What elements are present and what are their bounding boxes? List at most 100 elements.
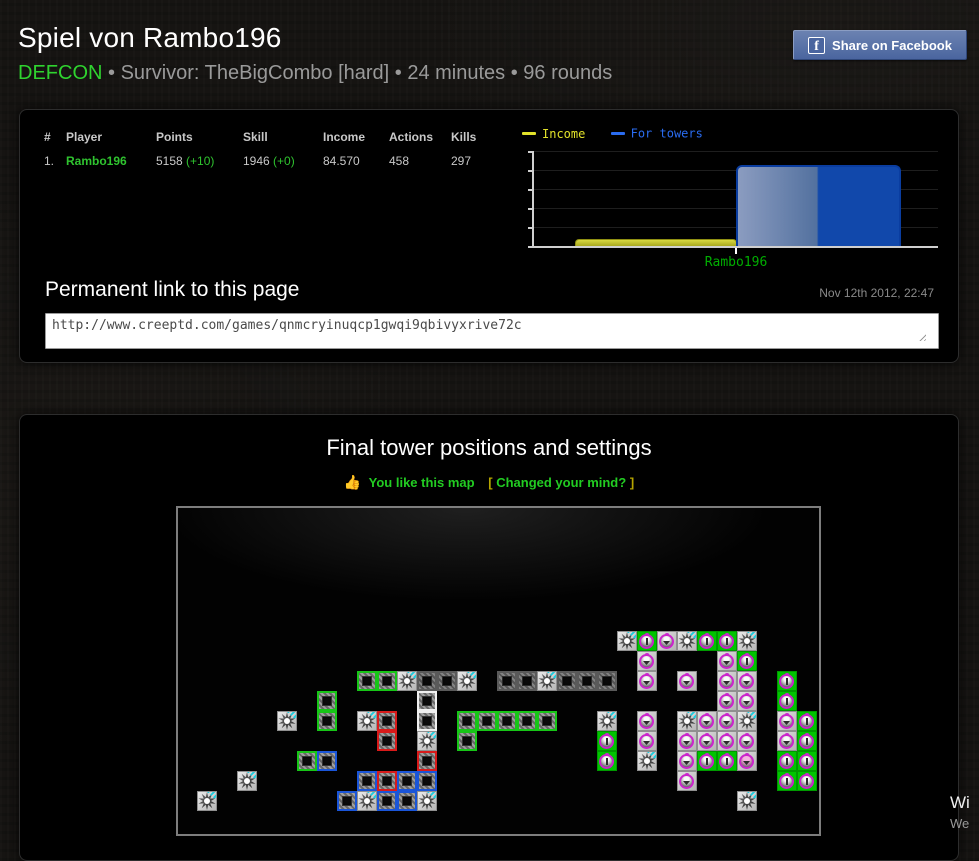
- creep-tower-magenta-green: [777, 691, 797, 711]
- square-tower-red: [377, 711, 397, 731]
- creep-tower-magenta-silver: [657, 631, 677, 651]
- col-rank: #: [44, 130, 51, 144]
- creep-tower-magenta-silver: [637, 731, 657, 751]
- square-tower-green: [317, 691, 337, 711]
- square-tower-gray: [557, 671, 577, 691]
- square-tower-green: [457, 711, 477, 731]
- chart-category-label: Rambo196: [704, 255, 768, 270]
- square-tower-gray: [517, 671, 537, 691]
- share-facebook-button[interactable]: f Share on Facebook: [793, 30, 967, 60]
- col-points: Points: [156, 130, 193, 144]
- creep-tower-magenta-silver: [677, 731, 697, 751]
- creep-tower-magenta-green: [597, 751, 617, 771]
- creep-tower-magenta-pink: [737, 751, 757, 771]
- for-towers-bar: [736, 165, 901, 246]
- creep-tower-magenta-silver: [637, 651, 657, 671]
- skill-value: 1946 (+0): [243, 154, 295, 168]
- square-tower-gray: [577, 671, 597, 691]
- creep-tower-magenta-silver: [717, 651, 737, 671]
- square-tower-green: [537, 711, 557, 731]
- creep-tower-magenta-green: [697, 751, 717, 771]
- square-tower-green: [457, 731, 477, 751]
- splash-tower: [417, 791, 437, 811]
- corner-overlay: Wi We: [950, 793, 979, 831]
- creep-tower-magenta-silver: [677, 771, 697, 791]
- permalink-heading: Permanent link to this page: [45, 278, 300, 301]
- actions-value: 458: [389, 154, 410, 168]
- creep-tower-magenta-silver: [737, 731, 757, 751]
- splash-tower: [537, 671, 557, 691]
- overlay-line2: We: [950, 816, 970, 831]
- map-panel: Final tower positions and settings 👍 You…: [19, 414, 959, 861]
- game-mode-label: DEFCON: [18, 62, 103, 84]
- square-tower-blue: [337, 791, 357, 811]
- chart-plot-area: Rambo196: [528, 151, 938, 270]
- facebook-icon: f: [808, 36, 826, 54]
- square-tower-red: [377, 771, 397, 791]
- splash-tower: [357, 791, 377, 811]
- square-tower-green: [317, 711, 337, 731]
- creep-tower-magenta-silver: [717, 671, 737, 691]
- x-axis-tick: [735, 248, 737, 254]
- col-income: Income: [323, 130, 366, 144]
- map-section-title: Final tower positions and settings: [326, 435, 652, 460]
- income-legend-label: Income: [542, 126, 586, 141]
- map-like-row: 👍 You like this map [ Changed your mind?…: [20, 474, 958, 491]
- share-facebook-label: Share on Facebook: [832, 37, 952, 53]
- square-tower-green: [497, 711, 517, 731]
- creep-tower-magenta-silver: [717, 731, 737, 751]
- creep-tower-magenta-green: [717, 751, 737, 771]
- creep-tower-magenta-silver: [777, 711, 797, 731]
- splash-tower: [737, 631, 757, 651]
- square-tower-blue: [397, 771, 417, 791]
- creep-tower-magenta-green: [797, 771, 817, 791]
- income-legend-swatch: [522, 132, 536, 135]
- thumbs-up-icon: 👍: [343, 474, 362, 490]
- creep-tower-magenta-silver: [677, 671, 697, 691]
- square-tower-gray: [497, 671, 517, 691]
- creep-tower-magenta-silver: [697, 731, 717, 751]
- splash-tower: [617, 631, 637, 651]
- splash-tower: [417, 731, 437, 751]
- creep-tower-magenta-green: [637, 631, 657, 651]
- creep-tower-magenta-silver: [677, 751, 697, 771]
- square-tower-red: [377, 731, 397, 751]
- rank-value: 1.: [44, 154, 55, 168]
- creep-tower-magenta-silver: [717, 691, 737, 711]
- income-value: 84.570: [323, 154, 360, 168]
- like-status-text: You like this map: [368, 475, 475, 490]
- square-tower-blue: [417, 771, 437, 791]
- splash-tower: [637, 751, 657, 771]
- col-player: Player: [66, 130, 103, 144]
- square-tower-blue: [377, 791, 397, 811]
- game-subtitle-rest: • Survivor: TheBigCombo [hard] • 24 minu…: [108, 62, 613, 84]
- square-tower-red: [417, 751, 437, 771]
- square-tower-blue: [317, 751, 337, 771]
- square-tower-green: [357, 671, 377, 691]
- square-tower-white: [417, 691, 437, 711]
- square-tower-green: [297, 751, 317, 771]
- creep-tower-magenta-silver: [637, 711, 657, 731]
- income-chart: Income For towers Rambo196: [510, 118, 950, 270]
- square-tower-gray: [597, 671, 617, 691]
- changed-mind-link[interactable]: [ Changed your mind? ]: [488, 475, 635, 490]
- square-tower-green: [377, 671, 397, 691]
- creep-tower-magenta-green: [777, 771, 797, 791]
- col-kills: Kills: [451, 130, 477, 144]
- creep-tower-magenta-green: [797, 731, 817, 751]
- creep-tower-magenta-silver: [697, 711, 717, 731]
- square-tower-white: [417, 711, 437, 731]
- player-name-link[interactable]: Rambo196: [66, 154, 127, 168]
- creep-tower-magenta-silver: [737, 691, 757, 711]
- creep-tower-magenta-green: [797, 751, 817, 771]
- creep-tower-magenta-green: [697, 631, 717, 651]
- creep-tower-magenta-green: [777, 751, 797, 771]
- y-axis-ticks: [528, 151, 532, 248]
- splash-tower: [677, 631, 697, 651]
- splash-tower: [197, 791, 217, 811]
- splash-tower: [357, 711, 377, 731]
- splash-tower: [597, 711, 617, 731]
- permalink-url-field[interactable]: [45, 313, 939, 349]
- square-tower-blue: [397, 791, 417, 811]
- square-tower-blue: [357, 771, 377, 791]
